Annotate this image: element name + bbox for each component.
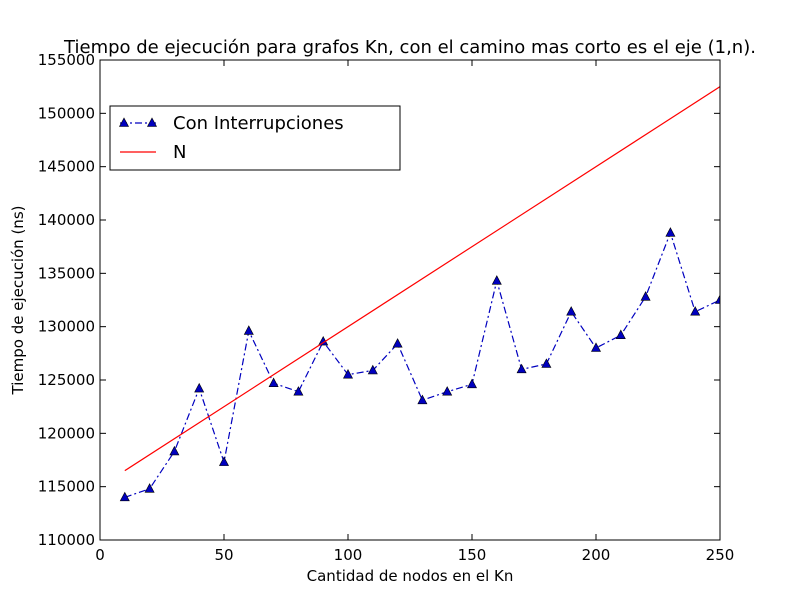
legend-marker	[119, 117, 129, 127]
data-point	[665, 227, 676, 237]
data-point	[690, 306, 701, 316]
x-ticks: 0 50 100 150 200 250	[95, 60, 734, 564]
plot-frame	[99, 59, 721, 541]
x-tick-label: 0	[95, 546, 105, 564]
y-tick-label: 135000	[38, 264, 95, 282]
data-point	[144, 483, 155, 493]
x-tick-label: 250	[706, 546, 735, 564]
y-tick-label: 115000	[38, 478, 95, 496]
legend: Con Interrupciones N	[109, 105, 401, 171]
data-point	[615, 329, 626, 340]
data-point	[194, 382, 205, 393]
data-point	[243, 325, 254, 335]
data-point	[268, 377, 279, 388]
legend-label: Con Interrupciones	[173, 113, 344, 134]
data-point	[343, 369, 353, 379]
data-point	[566, 306, 577, 316]
data-point	[367, 364, 378, 375]
data-point	[169, 445, 180, 456]
y-tick-label: 145000	[38, 158, 95, 176]
data-point	[442, 386, 453, 396]
data-point	[715, 294, 720, 304]
x-axis-label: Cantidad de nodos en el Kn	[307, 567, 514, 585]
series-layer	[119, 86, 720, 502]
y-tick-label: 125000	[38, 371, 95, 389]
y-tick-label: 130000	[38, 318, 95, 336]
legend-label: N	[173, 142, 186, 163]
series-line-0	[124, 230, 720, 498]
data-point	[640, 291, 651, 301]
y-tick-label: 155000	[38, 51, 95, 69]
data-point	[491, 275, 502, 285]
legend-marker	[147, 117, 157, 127]
data-point	[417, 394, 428, 405]
x-tick-label: 150	[458, 546, 487, 564]
data-point	[541, 358, 552, 368]
y-tick-label: 140000	[38, 211, 95, 229]
data-point	[467, 378, 477, 389]
data-point	[293, 386, 304, 396]
x-tick-label: 100	[334, 546, 363, 564]
data-point	[219, 456, 229, 466]
data-point	[119, 491, 130, 502]
data-point	[591, 342, 601, 352]
y-axis-label: Tiempo de ejecución (ns)	[9, 206, 27, 396]
y-tick-label: 150000	[38, 104, 95, 122]
x-tick-label: 50	[214, 546, 233, 564]
x-tick-label: 200	[582, 546, 611, 564]
data-point	[392, 338, 403, 348]
y-tick-label: 120000	[38, 424, 95, 442]
series-line-1	[124, 86, 720, 472]
data-point	[516, 363, 527, 374]
legend-box	[109, 105, 401, 171]
chart-title: Tiempo de ejecución para grafos Kn, con …	[63, 37, 756, 58]
y-ticks: 110000 115000 120000 125000 130000 135000 1400…	[38, 51, 720, 549]
y-tick-label: 110000	[38, 531, 95, 549]
